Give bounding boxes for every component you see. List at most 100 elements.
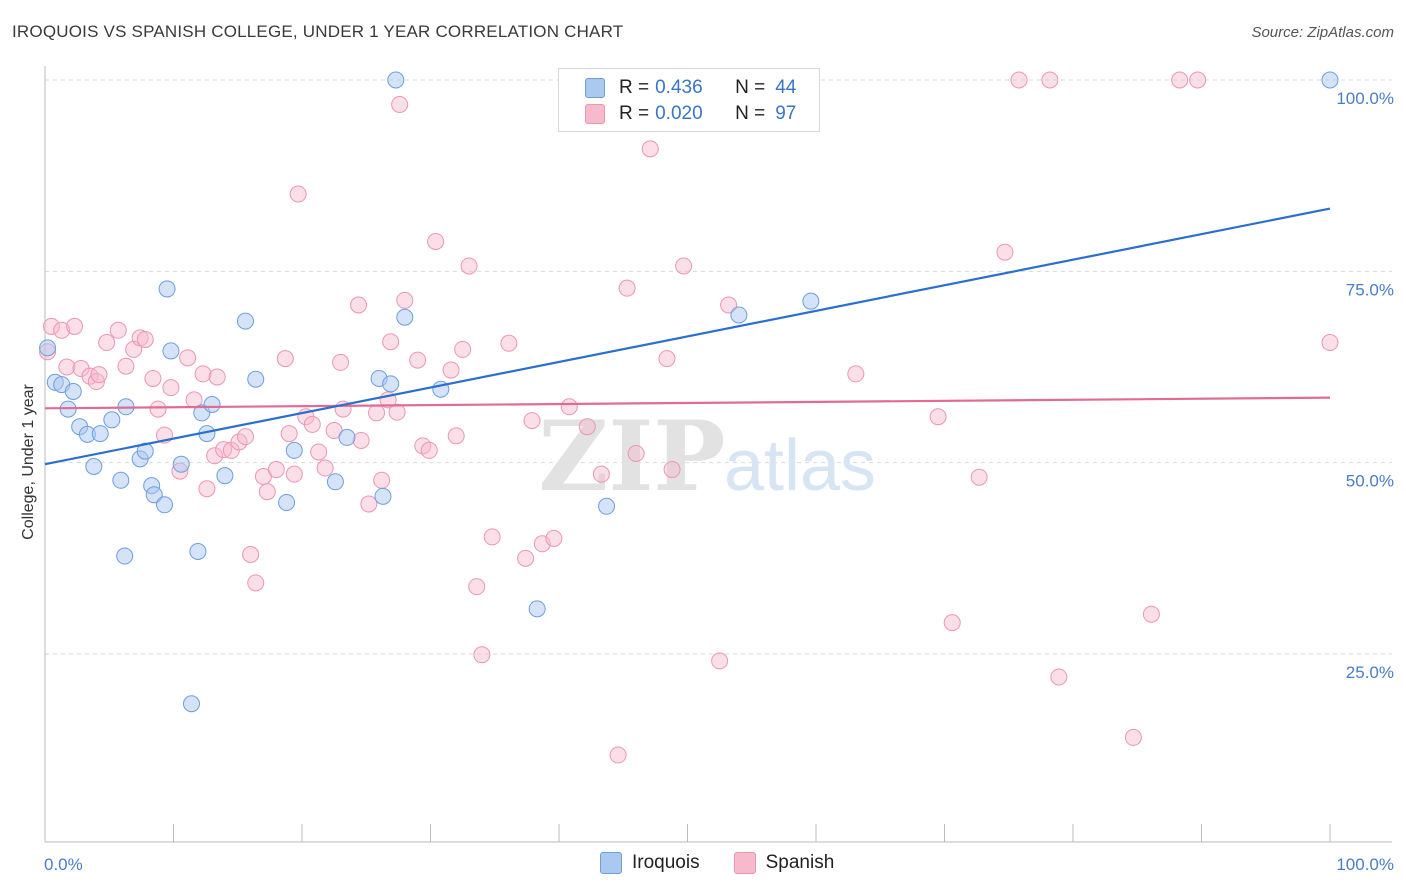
iroquois-point	[1321, 71, 1339, 89]
bottom-legend-label-iroquois: Iroquois	[632, 852, 700, 873]
iroquois-point	[338, 428, 356, 446]
spanish-point	[578, 418, 596, 436]
spanish-point	[500, 334, 518, 352]
spanish-point	[388, 403, 406, 421]
iroquois-point	[103, 411, 121, 429]
spanish-point	[1321, 334, 1339, 352]
spanish-point	[310, 443, 328, 461]
spanish-point	[236, 428, 254, 446]
spanish-point	[483, 528, 501, 546]
iroquois-point	[39, 339, 57, 357]
spanish-point	[242, 546, 260, 564]
spanish-point	[454, 340, 472, 358]
spanish-point	[996, 243, 1014, 261]
spanish-point	[360, 495, 378, 513]
iroquois-point	[112, 471, 130, 489]
spanish-point	[267, 461, 285, 479]
spanish-point	[285, 465, 303, 483]
iroquois-points	[39, 71, 1339, 713]
spanish-point	[258, 483, 276, 501]
spanish-point	[711, 652, 729, 670]
spanish-point	[929, 408, 947, 426]
spanish-point	[90, 366, 108, 384]
trend-lines	[44, 207, 1331, 466]
iroquois-point	[162, 342, 180, 360]
iroquois-point	[387, 71, 405, 89]
spanish-point	[373, 471, 391, 489]
legend-swatch-iroquois	[585, 78, 605, 98]
iroquois-point	[158, 280, 176, 298]
spanish-point	[1142, 605, 1160, 623]
source-label: Source: ZipAtlas.com	[1251, 24, 1394, 41]
bottom-legend-spanish: Spanish	[733, 852, 835, 874]
spanish-point	[427, 232, 445, 250]
spanish-point	[280, 425, 298, 443]
spanish-point	[144, 369, 162, 387]
spanish-points	[39, 71, 1339, 764]
axes	[44, 66, 1392, 843]
legend-n-label: N =	[735, 77, 766, 98]
spanish-point	[303, 415, 321, 433]
legend-r-value: 0.020	[655, 103, 703, 124]
spanish-point	[847, 365, 865, 383]
iroquois-point	[278, 493, 296, 511]
y-tick-labels: 25.0% 50.0% 75.0% 100.0%	[1336, 89, 1394, 682]
iroquois-point	[374, 487, 392, 505]
spanish-point	[473, 646, 491, 664]
legend-row-spanish: R = 0.020 N = 97	[585, 102, 796, 126]
bottom-legend-label-spanish: Spanish	[765, 852, 835, 873]
spanish-point	[276, 350, 294, 368]
spanish-point	[618, 279, 636, 297]
legend-row-iroquois: R = 0.436 N = 44	[585, 76, 796, 100]
iroquois-point	[598, 497, 616, 515]
legend-n-value: 44	[775, 77, 797, 98]
iroquois-point	[326, 473, 344, 491]
spanish-point	[198, 480, 216, 498]
spanish-point	[391, 95, 409, 113]
spanish-point	[87, 373, 105, 391]
iroquois-point	[528, 600, 546, 618]
spanish-point	[409, 351, 427, 369]
iroquois-point	[285, 441, 303, 459]
spanish-point	[136, 330, 154, 348]
spanish-point	[350, 296, 368, 314]
spanish-point	[1041, 71, 1059, 89]
spanish-point	[149, 400, 167, 418]
spanish-point	[560, 398, 578, 416]
spanish-point	[98, 334, 116, 352]
spanish-point	[592, 465, 610, 483]
spanish-point	[675, 257, 693, 275]
iroquois-point	[730, 306, 748, 324]
y-tick-label: 75.0%	[1346, 280, 1394, 299]
y-tick-label: 50.0%	[1346, 472, 1394, 491]
spanish-point	[162, 379, 180, 397]
spanish-point	[420, 441, 438, 459]
spanish-point	[468, 578, 486, 596]
iroquois-point	[145, 486, 163, 504]
bottom-legend-iroquois: Iroquois	[600, 852, 700, 874]
legend-r-label: R =	[619, 77, 650, 98]
spanish-point	[247, 574, 265, 592]
legend-r-value: 0.436	[655, 77, 703, 98]
iroquois-point	[203, 396, 221, 414]
spanish-point	[289, 185, 307, 203]
spanish-point	[368, 404, 386, 422]
spanish-point	[442, 361, 460, 379]
spanish-point	[382, 333, 400, 351]
spanish-point	[194, 365, 212, 383]
spanish-point	[332, 353, 350, 371]
spanish-point	[523, 412, 541, 430]
y-tick-label: 100.0%	[1336, 89, 1394, 108]
chart-title: IROQUOIS VS SPANISH COLLEGE, UNDER 1 YEA…	[12, 22, 624, 41]
legend-r-label: R =	[619, 103, 650, 124]
iroquois-point	[182, 695, 200, 713]
spanish-point	[396, 291, 414, 309]
spanish-point	[316, 459, 334, 477]
iroquois-point	[236, 312, 254, 330]
spanish-point	[206, 447, 224, 465]
spanish-point	[627, 444, 645, 462]
spanish-point	[943, 614, 961, 632]
spanish-point	[109, 321, 127, 339]
bottom-legend: Iroquois Spanish	[600, 852, 868, 874]
